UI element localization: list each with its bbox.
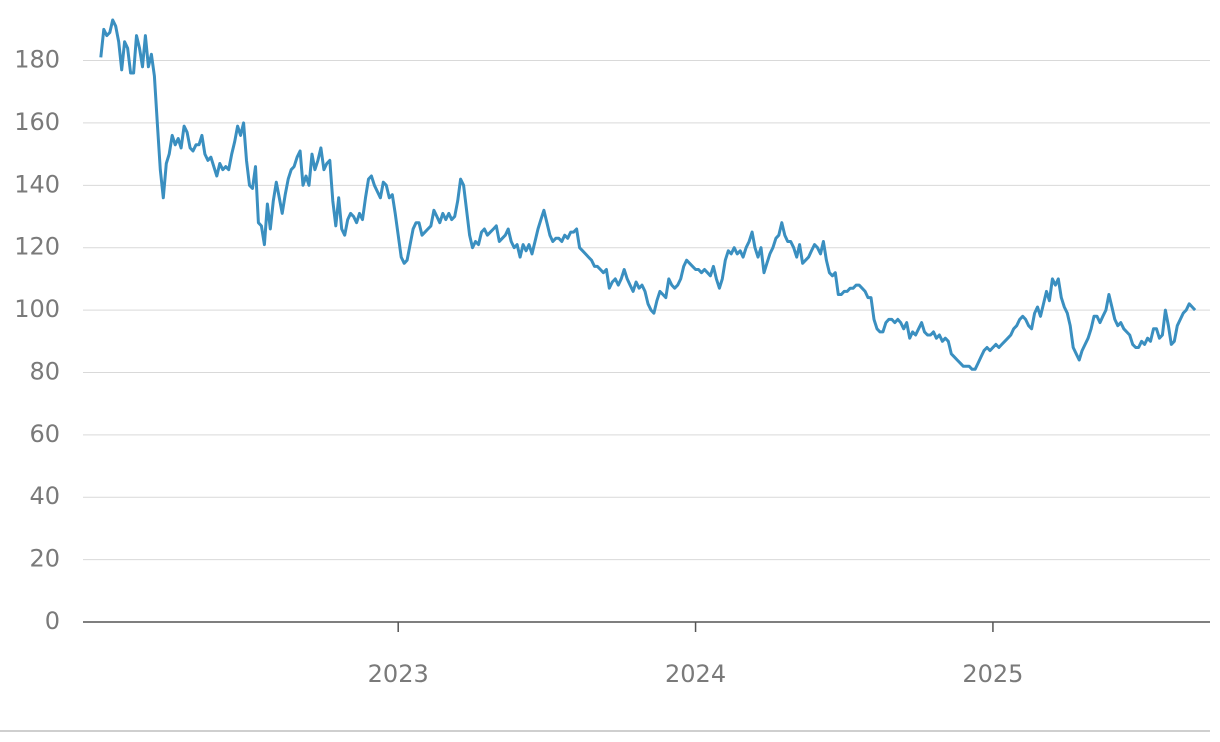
x-tick-label: 2023 [368,660,429,688]
price-line [99,18,1197,371]
y-tick-label: 100 [14,295,60,323]
y-tick-label: 80 [29,357,60,385]
y-tick-label: 140 [14,170,60,198]
y-tick-label: 0 [45,607,60,635]
x-tick-label: 2025 [962,660,1023,688]
y-tick-label: 60 [29,420,60,448]
y-tick-label: 160 [14,108,60,136]
y-tick-label: 120 [14,233,60,261]
x-tick-label: 2024 [665,660,726,688]
y-tick-label: 180 [14,46,60,74]
y-tick-label: 20 [29,545,60,573]
y-tick-label: 40 [29,482,60,510]
